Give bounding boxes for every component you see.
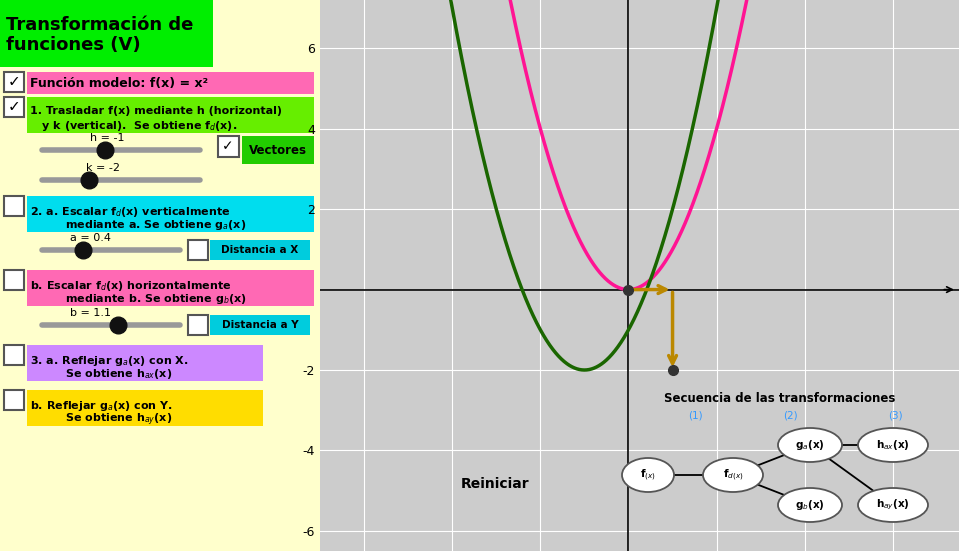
FancyBboxPatch shape [27, 72, 314, 94]
Text: Transformación de: Transformación de [6, 16, 194, 34]
Text: (1): (1) [688, 410, 702, 420]
Ellipse shape [778, 428, 842, 462]
Text: Función modelo: f(x) = x²: Función modelo: f(x) = x² [30, 77, 208, 89]
Text: Distancia a Y: Distancia a Y [222, 320, 298, 330]
FancyBboxPatch shape [4, 390, 24, 410]
FancyBboxPatch shape [4, 196, 24, 216]
Text: ✓: ✓ [8, 74, 20, 89]
Ellipse shape [778, 488, 842, 522]
Text: 3. a. Reflejar g$_a$(x) con X.: 3. a. Reflejar g$_a$(x) con X. [30, 354, 189, 368]
FancyBboxPatch shape [27, 345, 263, 381]
FancyBboxPatch shape [210, 240, 310, 260]
Text: (3): (3) [888, 410, 902, 420]
Ellipse shape [858, 428, 928, 462]
Text: Vectores: Vectores [249, 143, 307, 156]
Text: f$_{(x)}$: f$_{(x)}$ [640, 467, 656, 483]
Text: y k (vertical).  Se obtiene f$_d$(x).: y k (vertical). Se obtiene f$_d$(x). [30, 119, 237, 133]
Ellipse shape [858, 488, 928, 522]
Text: ✓: ✓ [8, 100, 20, 115]
Text: Se obtiene h$_{ay}$(x): Se obtiene h$_{ay}$(x) [65, 412, 173, 428]
Text: h$_{ay}$(x): h$_{ay}$(x) [877, 498, 910, 512]
Text: f$_{d(x)}$: f$_{d(x)}$ [723, 467, 743, 483]
FancyBboxPatch shape [210, 315, 310, 335]
Text: funciones (V): funciones (V) [6, 36, 141, 54]
Text: mediante a. Se obtiene g$_a$(x): mediante a. Se obtiene g$_a$(x) [65, 218, 246, 232]
Text: h = -1: h = -1 [90, 133, 125, 143]
FancyBboxPatch shape [218, 136, 239, 157]
Text: ✓: ✓ [222, 139, 234, 153]
Text: mediante b. Se obtiene g$_b$(x): mediante b. Se obtiene g$_b$(x) [65, 292, 246, 306]
FancyBboxPatch shape [4, 72, 24, 92]
Text: b. Reflejar g$_a$(x) con Y.: b. Reflejar g$_a$(x) con Y. [30, 399, 173, 413]
Text: 2. a. Escalar f$_d$(x) verticalmente: 2. a. Escalar f$_d$(x) verticalmente [30, 205, 230, 219]
Text: Se obtiene h$_{ax}$(x): Se obtiene h$_{ax}$(x) [65, 367, 173, 381]
FancyBboxPatch shape [188, 315, 208, 335]
Text: (2): (2) [783, 410, 797, 420]
Text: 1. Trasladar f(x) mediante h (horizontal): 1. Trasladar f(x) mediante h (horizontal… [30, 106, 282, 116]
FancyBboxPatch shape [27, 97, 314, 133]
Text: a = 0.4: a = 0.4 [70, 233, 111, 243]
Text: b = 1.1: b = 1.1 [70, 308, 111, 318]
FancyBboxPatch shape [27, 270, 314, 306]
FancyBboxPatch shape [242, 136, 314, 164]
FancyBboxPatch shape [27, 390, 263, 426]
Text: g$_a$(x): g$_a$(x) [795, 438, 825, 452]
Text: Reiniciar: Reiniciar [460, 477, 529, 491]
Ellipse shape [622, 458, 674, 492]
Text: Secuencia de las transformaciones: Secuencia de las transformaciones [665, 392, 896, 406]
FancyBboxPatch shape [4, 97, 24, 117]
FancyBboxPatch shape [4, 345, 24, 365]
FancyBboxPatch shape [0, 0, 213, 67]
Text: g$_b$(x): g$_b$(x) [795, 498, 825, 512]
Text: b. Escalar f$_d$(x) horizontalmente: b. Escalar f$_d$(x) horizontalmente [30, 279, 231, 293]
Ellipse shape [703, 458, 763, 492]
FancyBboxPatch shape [188, 240, 208, 260]
Text: Distancia a X: Distancia a X [222, 245, 298, 255]
Text: k = -2: k = -2 [86, 163, 120, 173]
FancyBboxPatch shape [27, 196, 314, 232]
Text: h$_{ax}$(x): h$_{ax}$(x) [877, 438, 910, 452]
FancyBboxPatch shape [4, 270, 24, 290]
